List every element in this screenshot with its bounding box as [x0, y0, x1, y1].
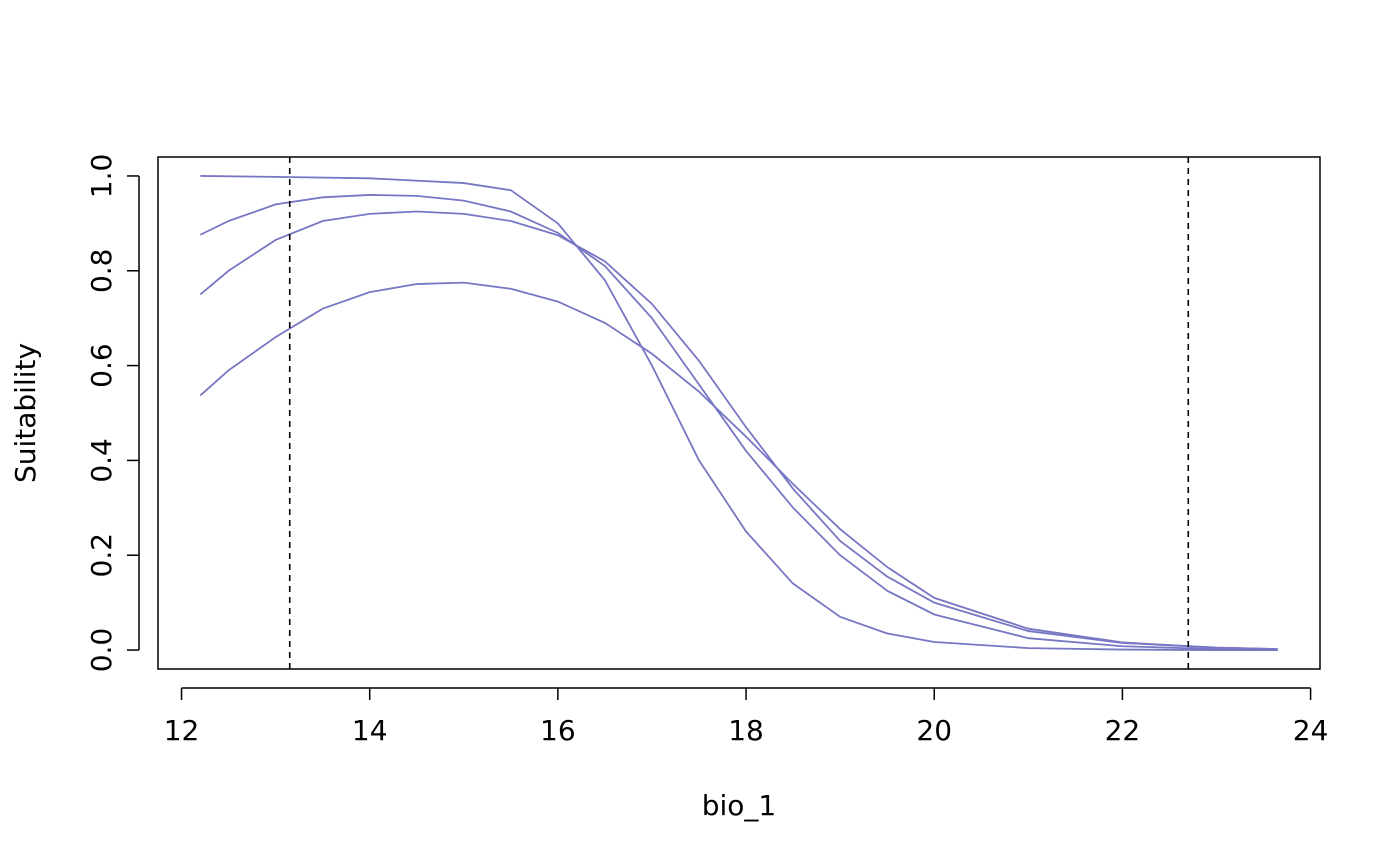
x-tick-label: 20 — [916, 714, 952, 747]
plot-frame — [157, 156, 1321, 670]
y-tick-label: 0.8 — [85, 249, 118, 294]
y-tick-label: 0.0 — [85, 628, 118, 673]
x-tick-label: 24 — [1293, 714, 1329, 747]
reference-lines-group — [288, 157, 1190, 669]
response-curve-4 — [199, 281, 1278, 650]
y-tick-label: 0.6 — [85, 343, 118, 388]
x-tick-label: 14 — [352, 714, 388, 747]
x-tick-label: 16 — [540, 714, 576, 747]
y-axis-title: Suitability — [9, 343, 42, 483]
y-tick-label: 0.2 — [85, 533, 118, 578]
x-tick-label: 12 — [164, 714, 200, 747]
response-curve-3 — [199, 210, 1278, 650]
y-tick-label: 0.4 — [85, 438, 118, 483]
curves-group — [199, 175, 1278, 651]
response-curve-1 — [200, 175, 1278, 651]
x-tick-label: 22 — [1105, 714, 1141, 747]
x-axis-title: bio_1 — [702, 789, 777, 822]
response-curve-2 — [199, 194, 1278, 651]
y-tick-label: 1.0 — [85, 154, 118, 199]
x-axis: 12 14 16 18 20 22 24 — [164, 687, 1329, 747]
y-axis: 0.0 0.2 0.4 0.6 0.8 1.0 — [85, 154, 140, 673]
x-tick-label: 18 — [728, 714, 764, 747]
